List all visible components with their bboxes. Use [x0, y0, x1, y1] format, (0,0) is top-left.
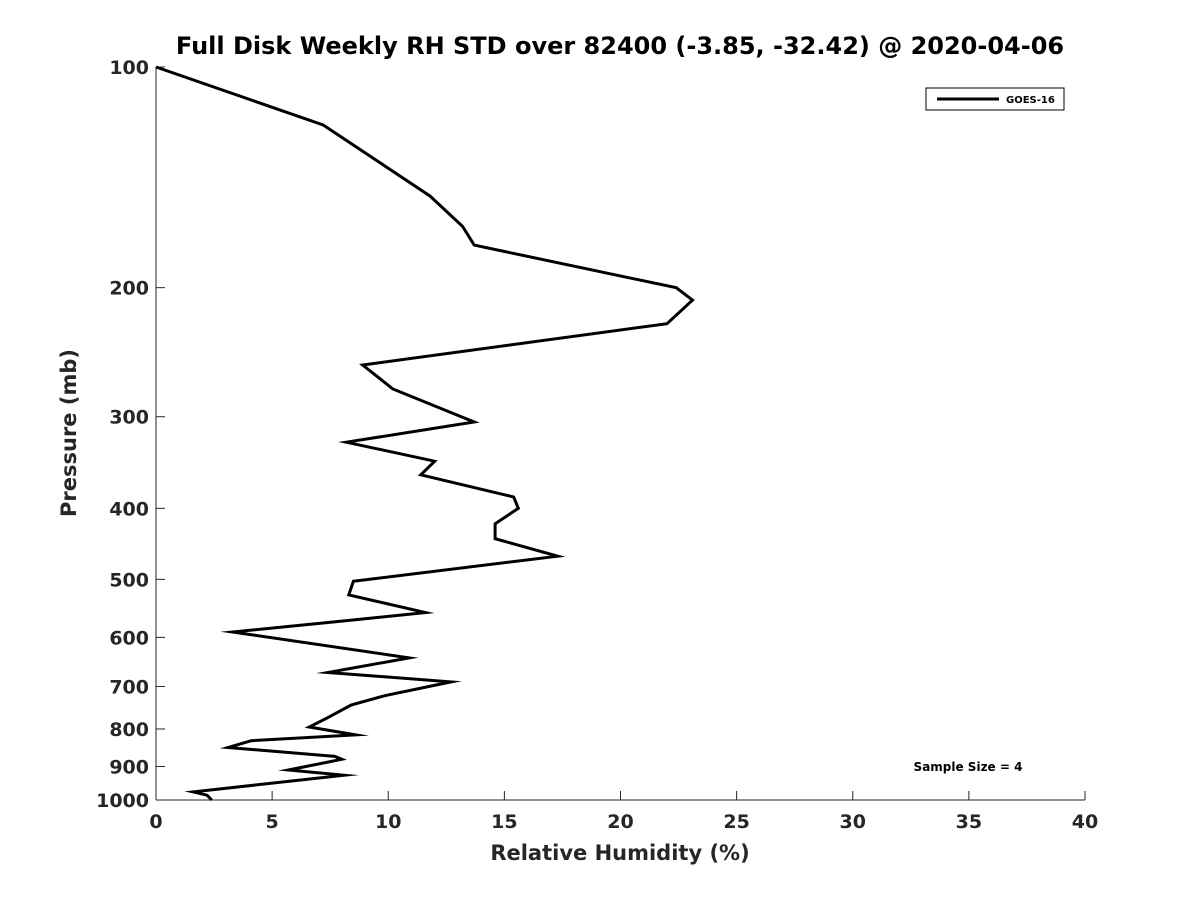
x-tick-label: 30	[840, 811, 866, 833]
chart-title: Full Disk Weekly RH STD over 82400 (-3.8…	[176, 32, 1064, 60]
y-tick-label: 200	[109, 278, 149, 300]
plot-area	[156, 67, 1085, 800]
y-tick-label: 1000	[96, 790, 149, 812]
x-tick-label: 35	[956, 811, 982, 833]
x-axis: 0 5 10 15 20 25 30 35 40	[149, 791, 1098, 833]
y-axis: 100 200 300 400 500 600 700 800 900 1000	[96, 57, 165, 812]
plot-background	[156, 67, 1085, 800]
x-tick-label: 20	[607, 811, 633, 833]
x-tick-label: 25	[723, 811, 749, 833]
x-tick-label: 10	[375, 811, 401, 833]
y-tick-label: 300	[109, 407, 149, 429]
x-tick-label: 0	[149, 811, 162, 833]
series-line-goes16	[155, 65, 695, 802]
sample-size-annotation: Sample Size = 4	[914, 760, 1023, 774]
y-tick-label: 400	[109, 498, 149, 520]
x-tick-label: 15	[491, 811, 517, 833]
y-tick-label: 800	[109, 719, 149, 741]
legend: GOES-16	[925, 87, 1065, 111]
y-tick-label: 600	[109, 627, 149, 649]
y-tick-label: 900	[109, 756, 149, 778]
y-tick-label: 700	[109, 676, 149, 698]
y-tick-label: 500	[109, 569, 149, 591]
x-tick-label: 5	[266, 811, 279, 833]
y-tick-label: 100	[109, 57, 149, 79]
y-axis-label: Pressure (mb)	[57, 349, 81, 517]
series-layer	[155, 65, 695, 802]
x-tick-label: 40	[1072, 811, 1098, 833]
legend-label-goes16: GOES-16	[1006, 95, 1055, 106]
x-axis-label: Relative Humidity (%)	[490, 841, 749, 865]
